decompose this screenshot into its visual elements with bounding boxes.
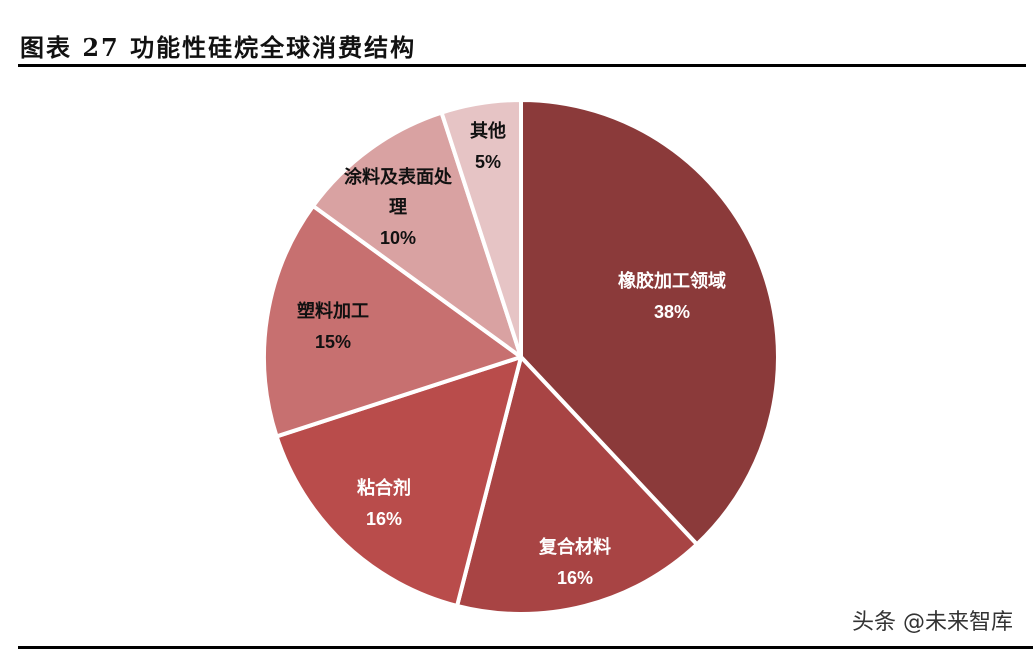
figure-title: 图表 27 功能性硅烷全球消费结构 bbox=[20, 33, 417, 62]
slice-label-rubber: 橡胶加工领域 38% bbox=[618, 267, 726, 327]
slice-percent: 16% bbox=[365, 509, 403, 529]
pie-slice bbox=[274, 355, 523, 608]
slice-name: 复合材料 bbox=[539, 537, 611, 558]
slice-name: 粘合剂 bbox=[357, 478, 411, 499]
slice-label-other: 其他 5% bbox=[470, 117, 506, 177]
slice-label-coating: 涂料及表面处 理 10% bbox=[344, 163, 452, 253]
watermark: 头条 @未来智库 bbox=[852, 610, 1013, 635]
slice-percent: 38% bbox=[653, 302, 691, 322]
slice-percent: 5% bbox=[474, 152, 501, 172]
slice-name: 塑料加工 bbox=[297, 301, 369, 322]
pie-slice bbox=[519, 98, 780, 547]
top-rule bbox=[18, 64, 1026, 67]
pie-slice bbox=[311, 110, 523, 359]
slice-percent: 10% bbox=[379, 228, 417, 248]
slice-name: 涂料及表面处 bbox=[344, 167, 452, 188]
pie-slice bbox=[455, 355, 699, 617]
slice-percent: 16% bbox=[556, 568, 594, 588]
slice-name: 其他 bbox=[470, 121, 506, 142]
slice-percent: 15% bbox=[314, 332, 352, 352]
pie-slice bbox=[262, 203, 523, 439]
slice-name-cont: 理 bbox=[389, 197, 407, 218]
slice-label-adhesive: 粘合剂 16% bbox=[357, 474, 411, 534]
slice-name: 橡胶加工领域 bbox=[618, 271, 726, 292]
slice-label-plastic: 塑料加工 15% bbox=[297, 297, 369, 357]
pie-slice bbox=[439, 98, 523, 359]
slice-label-composite: 复合材料 16% bbox=[539, 533, 611, 593]
bottom-rule bbox=[18, 646, 1033, 649]
